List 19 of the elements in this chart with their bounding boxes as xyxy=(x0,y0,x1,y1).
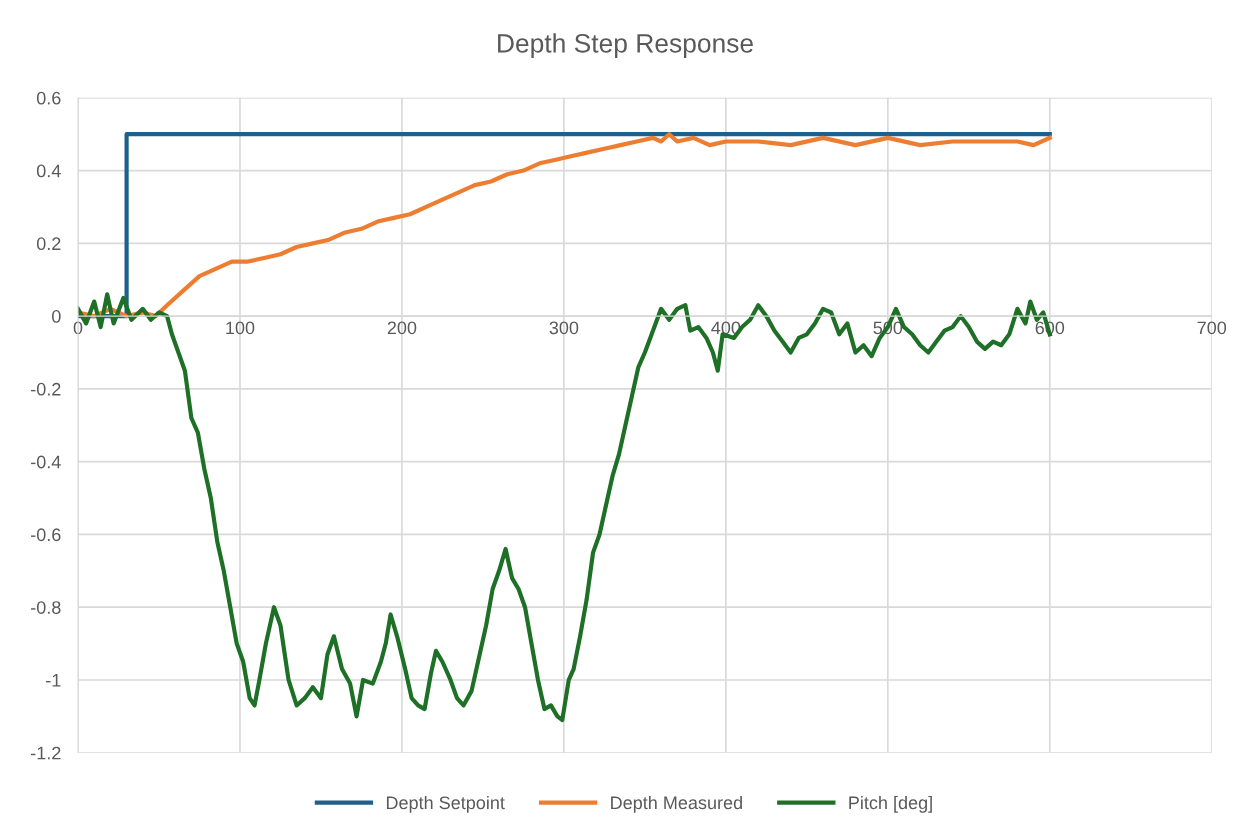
x-tick-label: 700 xyxy=(1197,321,1227,335)
legend-label: Depth Measured xyxy=(611,795,742,813)
legend-label: Depth Setpoint xyxy=(386,795,505,813)
y-tick-label: -0.6 xyxy=(31,528,61,542)
y-tick-label: 0.4 xyxy=(36,164,61,178)
x-tick-label: 200 xyxy=(387,321,417,335)
x-tick-label: 0 xyxy=(73,321,83,335)
y-tick-label: -0.2 xyxy=(31,382,61,396)
y-tick-label: 0.6 xyxy=(36,91,61,105)
x-tick-label: 300 xyxy=(549,321,579,335)
legend-label: Pitch [deg] xyxy=(849,795,932,813)
chart-title: Depth Step Response xyxy=(498,33,753,58)
y-tick-label: 0.2 xyxy=(36,237,61,251)
y-tick-label: 0 xyxy=(52,310,61,323)
y-tick-label: -0.4 xyxy=(31,455,61,469)
x-tick-label: 100 xyxy=(226,321,255,335)
y-tick-label: -1.2 xyxy=(31,746,61,760)
y-tick-label: -0.8 xyxy=(31,601,61,614)
y-tick-label: -1 xyxy=(46,674,61,687)
